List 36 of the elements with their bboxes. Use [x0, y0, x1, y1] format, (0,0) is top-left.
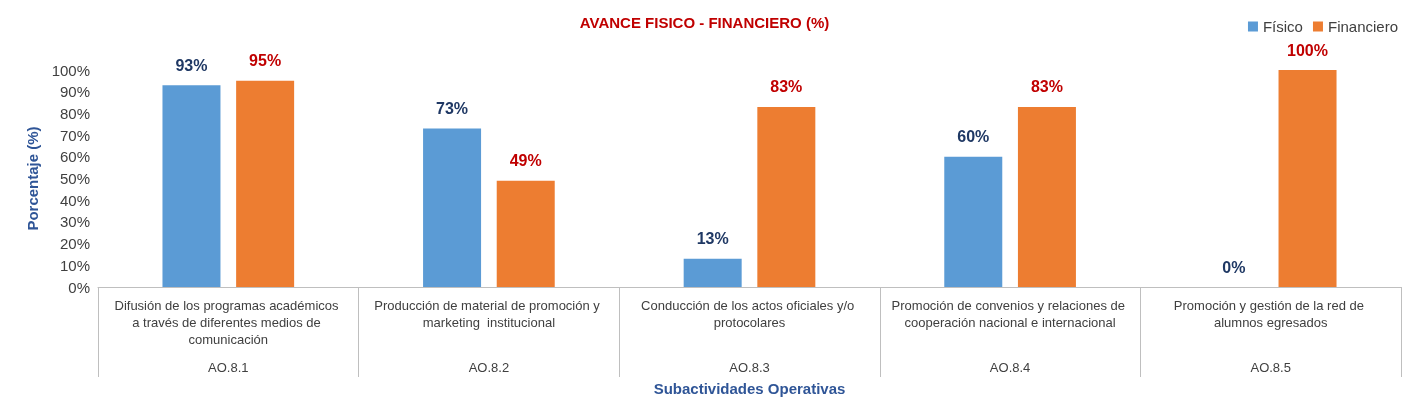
- y-tick-label: 70%: [59, 126, 90, 144]
- text: 13%: [696, 230, 729, 248]
- text: 0%: [1222, 258, 1246, 276]
- x-tick-label: Promoción de convenios y relaciones de cooperación nacional e internacional: [891, 298, 1129, 330]
- x-tick-label: Conducción de los actos oficiales y/o protocolares: [641, 298, 858, 330]
- legend-label: Financiero: [1327, 18, 1399, 35]
- chart-title: AVANCE FISICO - FINANCIERO (%): [579, 14, 830, 31]
- text: AO.8.2: [468, 360, 510, 375]
- y-tick-label: 100%: [51, 61, 90, 79]
- text: AO.8.1: [208, 360, 249, 375]
- y-tick-label: 0%: [68, 278, 90, 296]
- y-tick-label: 10%: [59, 256, 90, 274]
- text: 73%: [436, 100, 469, 118]
- text: 95%: [249, 52, 282, 70]
- y-tick-label: 40%: [59, 191, 90, 209]
- text: AO.8.3: [729, 360, 770, 375]
- text: 100%: [1287, 41, 1328, 59]
- y-tick-label: 20%: [59, 235, 90, 253]
- text: 83%: [770, 78, 803, 96]
- x-tick-label: Difusión de los programas académicos a través de diferentes medios de comunicación: [114, 298, 343, 347]
- text: 60%: [957, 128, 990, 146]
- x-axis-title: Subactividades Operativas: [653, 380, 846, 397]
- y-tick-label: 50%: [59, 170, 90, 187]
- y-tick-label: 30%: [59, 213, 90, 231]
- text: AO.8.5: [1250, 360, 1291, 375]
- y-axis-title: Porcentaje (%): [24, 126, 41, 231]
- text: 49%: [509, 152, 542, 170]
- legend-label: Físico: [1262, 18, 1303, 35]
- text: 93%: [175, 56, 208, 74]
- y-tick-label: 90%: [59, 83, 90, 101]
- x-tick-label: Promoción y gestión de la red de alumnos egresados: [1173, 298, 1368, 330]
- x-tick-label: Producción de material de promoción y marketing institucional: [374, 298, 604, 330]
- text: 83%: [1030, 78, 1063, 96]
- y-tick-label: 60%: [59, 148, 90, 166]
- y-tick-label: 80%: [59, 104, 90, 122]
- text: AO.8.4: [989, 360, 1031, 375]
